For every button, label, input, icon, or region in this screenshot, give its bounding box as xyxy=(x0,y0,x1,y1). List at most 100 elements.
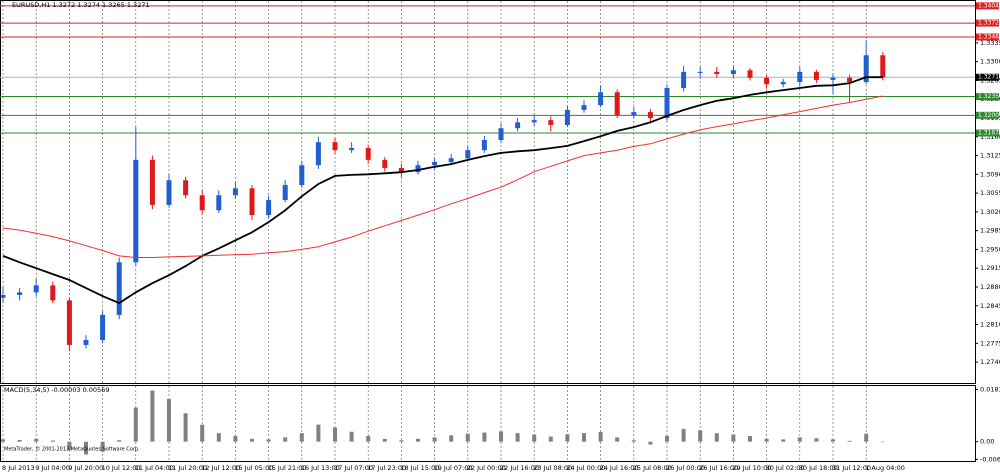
macd-bar xyxy=(698,430,703,442)
macd-bar xyxy=(200,424,205,442)
y-tick-label: 1.2740 xyxy=(980,358,1000,366)
x-tick-label: 31 Jul 12:00 xyxy=(832,464,871,472)
level-label: 1.3372 xyxy=(978,20,999,27)
level-label-box xyxy=(976,93,999,101)
candle-body xyxy=(183,180,189,196)
macd-bar xyxy=(1,439,5,442)
y-tick-label: 1.2880 xyxy=(980,283,1000,291)
macd-bar xyxy=(150,390,155,442)
candle-body xyxy=(199,195,205,211)
macd-bar xyxy=(266,439,271,442)
macd-bar xyxy=(631,440,636,442)
candle-body xyxy=(714,71,720,75)
candle-body xyxy=(365,148,371,160)
moving-average xyxy=(2,76,883,305)
y-tick-label: -0.00621 xyxy=(980,455,1000,463)
level-label: 1.3271 xyxy=(978,74,999,81)
candle-body xyxy=(730,70,736,75)
macd-bar xyxy=(648,441,653,445)
candle-body xyxy=(0,295,6,298)
candle-body xyxy=(880,55,886,78)
macd-bar xyxy=(299,433,304,442)
macd-bar xyxy=(465,433,470,442)
macd-bar xyxy=(382,438,387,442)
candle-body xyxy=(133,159,139,263)
candle-body xyxy=(481,140,487,151)
x-tick-label: 12 Jul 12:00 xyxy=(201,464,240,472)
x-tick-label: 15 Jul 21:00 xyxy=(268,464,307,472)
macd-bar xyxy=(117,440,122,442)
candle-body xyxy=(564,109,570,125)
macd-bar xyxy=(615,437,620,442)
macd-bar xyxy=(34,438,39,442)
x-tick-label: 18 Jul 15:00 xyxy=(400,464,439,472)
level-label-box xyxy=(976,111,999,119)
candle-body xyxy=(299,165,305,186)
moving-average xyxy=(2,95,883,258)
x-tick-label: 1 Aug 04:00 xyxy=(865,464,905,472)
macd-bar xyxy=(183,413,188,442)
macd-bar xyxy=(864,433,869,442)
x-tick-label: 30 Jul 02:00 xyxy=(766,464,805,472)
level-label-box xyxy=(976,19,999,27)
macd-bar xyxy=(598,432,603,442)
macd-bar xyxy=(847,440,852,442)
indicator-label: MACD(5,34,5) -0.00003 0.00569 xyxy=(4,386,109,394)
y-tick-label: 1.3090 xyxy=(980,170,1000,178)
y-tick-label: 1.2845 xyxy=(980,302,1000,310)
candle-body xyxy=(382,159,388,168)
level-label: 1.3200 xyxy=(978,112,999,119)
x-tick-label: 30 Jul 18:00 xyxy=(799,464,838,472)
macd-bar xyxy=(764,438,769,442)
level-label-box xyxy=(976,2,999,10)
candle-body xyxy=(398,167,404,173)
y-tick-label: 1.3055 xyxy=(980,189,1000,197)
candle-body xyxy=(100,314,106,341)
level-label: 1.3235 xyxy=(978,93,999,100)
y-tick-label: 1.2985 xyxy=(980,227,1000,235)
candle-body xyxy=(232,188,238,196)
x-tick-label: 11 Jul 20:00 xyxy=(168,464,207,472)
macd-bar xyxy=(731,434,736,442)
x-tick-label: 17 Jul 07:00 xyxy=(334,464,373,472)
macd-bar xyxy=(133,407,138,442)
x-tick-label: 19 Jul 07:00 xyxy=(434,464,473,472)
candle-body xyxy=(598,92,604,106)
level-label: 1.3404 xyxy=(978,2,999,9)
x-tick-label: 25 Jul 08:00 xyxy=(633,464,672,472)
macd-bar xyxy=(565,434,570,442)
candle-body xyxy=(764,77,770,85)
level-label: 1.3167 xyxy=(978,130,999,137)
macd-bar xyxy=(100,441,105,452)
candle-body xyxy=(66,300,72,345)
macd-bar xyxy=(333,427,337,442)
x-tick-label: 22 Jul 16:00 xyxy=(500,464,539,472)
x-tick-label: 22 Jul 00:00 xyxy=(467,464,506,472)
y-tick-label: 1.3020 xyxy=(980,208,1000,216)
x-tick-label: 17 Jul 23:00 xyxy=(367,464,406,472)
macd-bar xyxy=(250,438,254,442)
macd-bar xyxy=(50,440,55,442)
macd-bar xyxy=(748,436,752,442)
candle-body xyxy=(631,112,637,116)
candle-body xyxy=(448,158,454,162)
x-tick-label: 16 Jul 13:00 xyxy=(301,464,340,472)
chart-title: EURUSD,H1 1.3272 1.3274 1.3265 1.3271 xyxy=(12,1,150,9)
macd-bar xyxy=(781,439,786,442)
x-tick-label: 11 Jul 04:00 xyxy=(135,464,174,472)
candle-body xyxy=(681,71,687,88)
macd-bar xyxy=(432,437,437,442)
y-tick-label: 1.3300 xyxy=(980,58,1000,66)
macd-bar xyxy=(366,436,371,442)
candle-body xyxy=(249,188,255,216)
x-tick-label: 24 Jul 16:00 xyxy=(600,464,639,472)
macd-bar xyxy=(831,439,835,442)
candle-body xyxy=(266,200,272,216)
x-tick-label: 10 Jul 12:00 xyxy=(102,464,141,472)
macd-bar xyxy=(797,437,802,442)
x-tick-label: 9 Jul 20:00 xyxy=(68,464,103,472)
y-tick-label: 1.2950 xyxy=(980,245,1000,253)
macd-bar xyxy=(548,436,553,442)
candle-body xyxy=(315,142,321,166)
